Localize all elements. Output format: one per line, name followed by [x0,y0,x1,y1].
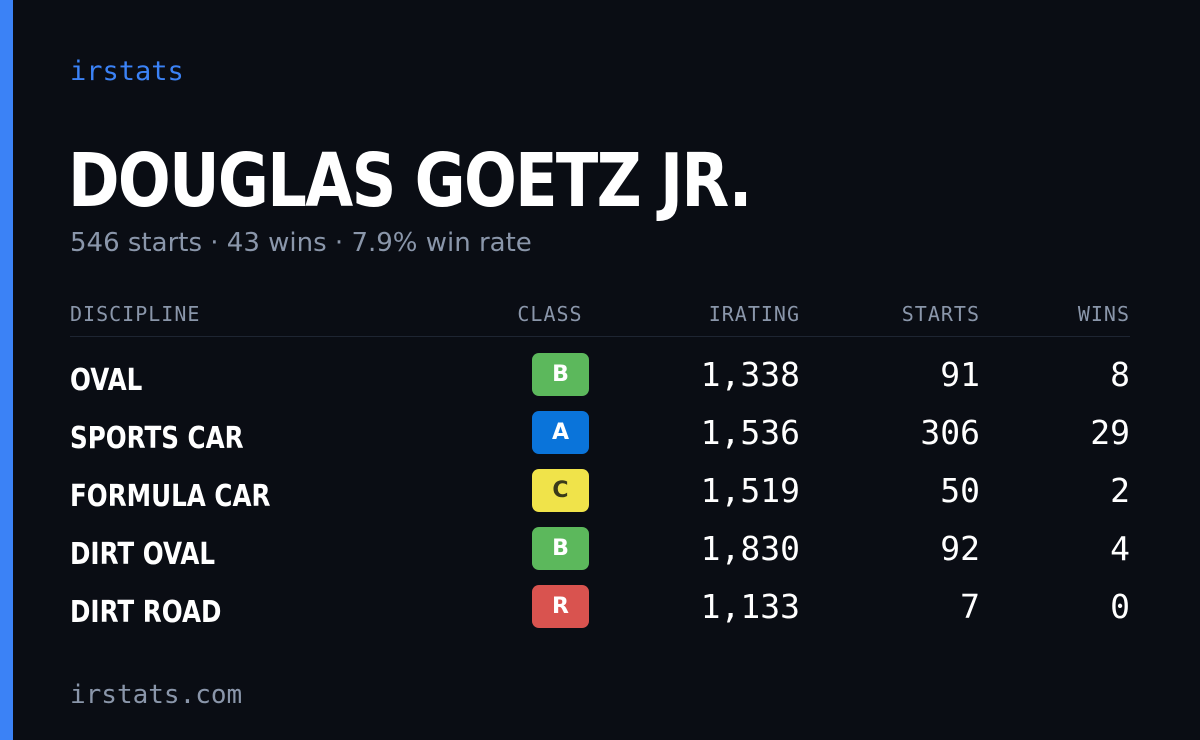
starts-value: 91 [940,355,980,394]
starts-value: 50 [940,471,980,510]
stats-table: DISCIPLINE CLASS IRATING STARTS WINS OVA… [70,298,1130,630]
discipline-name: SPORTS CAR [70,421,244,456]
discipline-name: DIRT ROAD [70,595,222,630]
accent-bar [0,0,13,740]
wins-value: 2 [1110,471,1130,510]
irating-value: 1,338 [700,355,800,394]
class-badge: R [532,585,589,628]
table-row: SPORTS CAR A 1,536 306 29 [70,395,1130,456]
driver-name: DOUGLAS GOETZ JR. [68,138,752,224]
brand-logo: irstats [70,56,184,87]
table-row: OVAL B 1,338 91 8 [70,337,1130,398]
header-irating: IRATING [708,302,800,326]
class-badge: C [532,469,589,512]
starts-value: 7 [960,587,980,626]
table-row: DIRT OVAL B 1,830 92 4 [70,511,1130,572]
header-class: CLASS [517,302,583,326]
irating-value: 1,536 [700,413,800,452]
starts-value: 306 [920,413,980,452]
footer-url: irstats.com [70,680,243,710]
header-discipline: DISCIPLINE [70,302,201,326]
discipline-name: FORMULA CAR [70,479,271,514]
class-badge: B [532,353,589,396]
table-row: DIRT ROAD R 1,133 7 0 [70,569,1130,630]
class-badge: B [532,527,589,570]
irating-value: 1,830 [700,529,800,568]
table-header: DISCIPLINE CLASS IRATING STARTS WINS [70,298,1130,337]
header-wins: WINS [1077,302,1130,326]
wins-value: 0 [1110,587,1130,626]
wins-value: 8 [1110,355,1130,394]
header-starts: STARTS [901,302,980,326]
driver-summary: 546 starts · 43 wins · 7.9% win rate [70,228,532,258]
wins-value: 4 [1110,529,1130,568]
class-badge: A [532,411,589,454]
irating-value: 1,133 [700,587,800,626]
irating-value: 1,519 [700,471,800,510]
wins-value: 29 [1090,413,1130,452]
table-row: FORMULA CAR C 1,519 50 2 [70,453,1130,514]
starts-value: 92 [940,529,980,568]
discipline-name: OVAL [70,363,143,398]
discipline-name: DIRT OVAL [70,537,216,572]
